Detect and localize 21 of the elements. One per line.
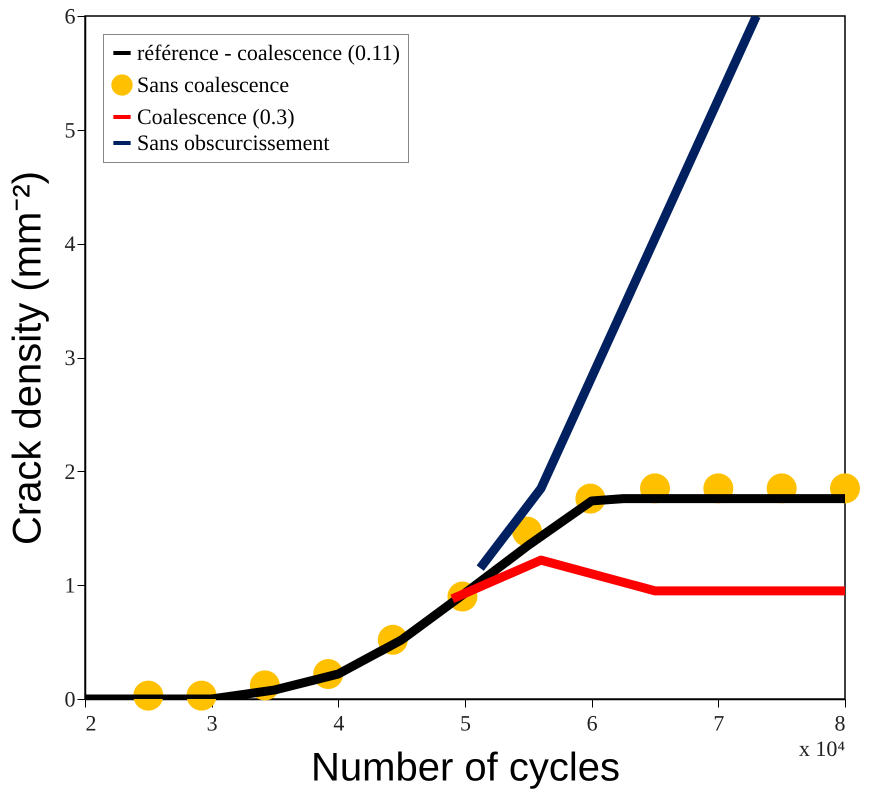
x-tick-label: 2 <box>86 710 96 736</box>
legend-label: Sans coalescence <box>137 72 290 97</box>
x-axis-title: Number of cycles <box>311 746 620 790</box>
legend-label: référence - coalescence (0.11) <box>137 40 400 65</box>
x-tick-label: 4 <box>333 710 344 736</box>
y-tick-label: 0 <box>64 686 76 712</box>
legend-label: Sans obscurcissement <box>137 130 330 155</box>
y-tick-label: 6 <box>64 4 76 28</box>
x-tick-label: 3 <box>206 710 218 736</box>
legend-label: Coalescence (0.3) <box>137 104 295 129</box>
x-tick-label: 5 <box>460 710 471 736</box>
x-tick-label: 7 <box>713 710 724 736</box>
y-tick-label: 3 <box>64 345 76 370</box>
x-tick-label: 6 <box>586 710 598 736</box>
y-tick-label: 5 <box>64 117 76 142</box>
y-axis-title: Crack density (mm⁻²) <box>6 170 50 546</box>
y-tick-label: 1 <box>64 572 76 598</box>
y-tick-label: 2 <box>64 458 76 484</box>
text: x 10⁴ <box>798 736 846 761</box>
x-tick-label: 8 <box>834 710 846 736</box>
y-tick-label: 4 <box>64 231 76 256</box>
